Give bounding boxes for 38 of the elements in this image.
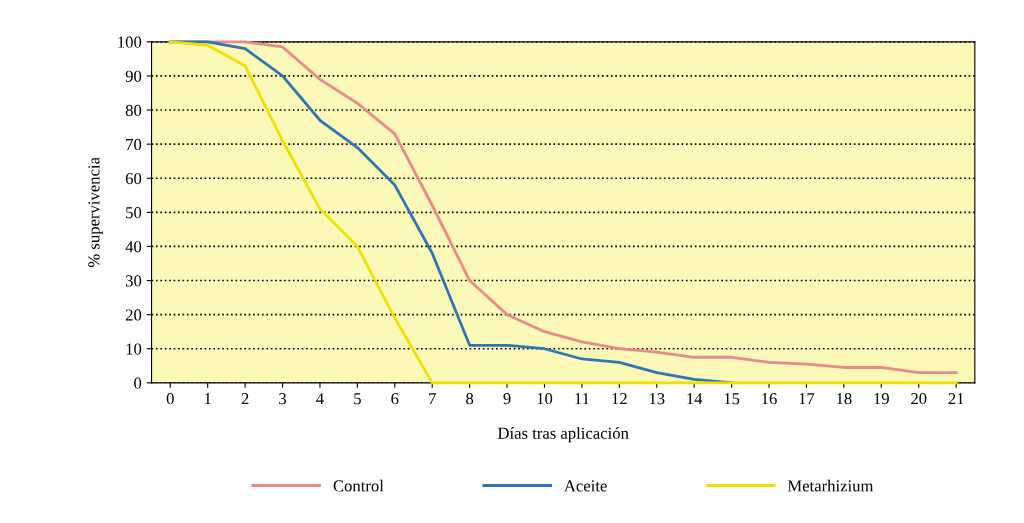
y-tick-label: 90: [125, 70, 142, 82]
y-tick-label: 20: [125, 309, 142, 321]
y-tick-label: 30: [125, 275, 142, 287]
x-tick-label: 20: [911, 393, 927, 405]
x-tick-label: 19: [874, 393, 889, 405]
x-tick-label: 10: [537, 393, 553, 405]
x-tick-label: 11: [575, 393, 589, 405]
x-tick-label: 5: [354, 393, 361, 405]
y-tick-label: 100: [118, 36, 142, 48]
y-tick-label: 10: [126, 343, 142, 355]
x-tick-label: 13: [649, 393, 665, 405]
y-tick-label: 0: [134, 377, 142, 389]
y-tick-label: 40: [125, 241, 142, 253]
y-tick-label: 70: [126, 138, 142, 151]
x-tick-label: 18: [837, 393, 852, 405]
x-tick-label: 4: [316, 393, 324, 405]
x-tick-label: 7: [429, 393, 436, 405]
y-tick-label: 80: [125, 104, 142, 116]
x-tick-label: 8: [466, 393, 474, 405]
x-tick-label: 21: [948, 393, 964, 405]
legend-label: Control: [333, 479, 384, 492]
x-tick-label: 0: [166, 393, 174, 405]
x-tick-label: 2: [241, 393, 249, 405]
x-tick-label: 15: [724, 393, 740, 405]
x-tick-label: 6: [391, 393, 399, 405]
legend-label: Metarhizium: [787, 479, 874, 492]
y-axis-title: % supervivencia: [88, 157, 103, 268]
x-tick-label: 1: [204, 393, 211, 405]
x-tick-label: 17: [799, 393, 815, 405]
x-tick-label: 12: [612, 393, 627, 405]
x-tick-label: 14: [687, 393, 703, 405]
legend-label: Aceite: [564, 480, 607, 492]
x-tick-label: 3: [279, 393, 287, 405]
y-tick-label: 60: [125, 172, 142, 185]
x-axis-title: Días tras aplicación: [497, 427, 629, 443]
y-tick-label: 50: [126, 207, 142, 219]
x-tick-label: 9: [503, 393, 511, 405]
x-tick-label: 16: [762, 393, 777, 405]
